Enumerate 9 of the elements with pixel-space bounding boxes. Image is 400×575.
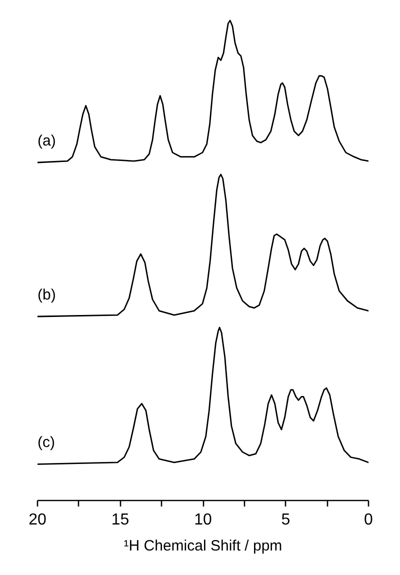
x-tick-label: 0 [364,512,374,528]
x-axis-title: ¹H Chemical Shift / ppm [124,538,282,554]
series-label: (b) [38,286,56,304]
series-label: (c) [38,434,55,452]
x-tick-label: 10 [194,512,212,528]
x-tick-label: 15 [111,512,130,528]
series-label: (a) [38,132,56,150]
x-tick-label: 20 [28,512,46,528]
x-tick-label: 5 [281,512,290,528]
